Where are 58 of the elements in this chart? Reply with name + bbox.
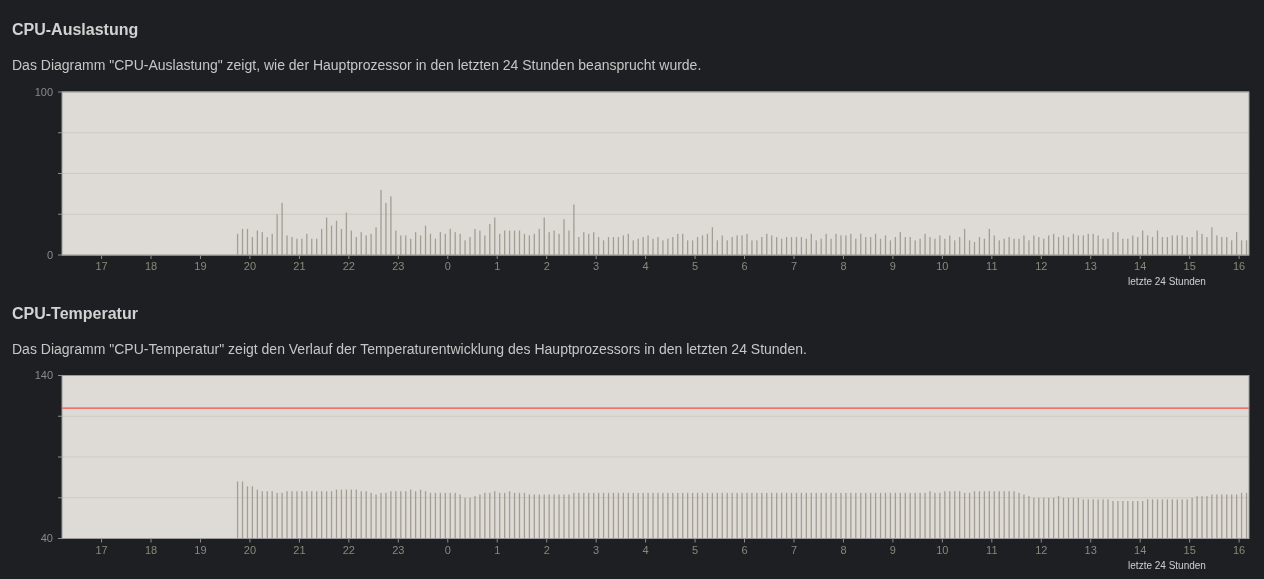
x-tick-label: 15 xyxy=(1183,543,1196,556)
x-tick-label: 11 xyxy=(986,260,998,272)
x-tick-label: 1 xyxy=(494,543,501,556)
x-tick-label: 10 xyxy=(936,260,949,272)
x-tick-label: 0 xyxy=(444,260,451,272)
x-tick-label: 8 xyxy=(840,260,847,272)
x-tick-label: 9 xyxy=(889,543,896,556)
x-tick-label: 14 xyxy=(1134,543,1147,556)
x-tick-label: 17 xyxy=(95,543,108,556)
x-tick-label: 16 xyxy=(1232,260,1246,272)
x-tick-label: 15 xyxy=(1183,260,1196,272)
x-tick-label: 21 xyxy=(293,543,306,556)
x-tick-label: 21 xyxy=(293,260,306,272)
x-tick-label: 19 xyxy=(194,260,207,272)
x-tick-label: 6 xyxy=(741,543,748,556)
x-axis-title: letzte 24 Stunden xyxy=(1128,276,1206,287)
y-tick-label: 100 xyxy=(34,85,53,98)
x-tick-label: 12 xyxy=(1035,543,1048,556)
x-tick-label: 5 xyxy=(692,260,699,272)
chart-title: CPU-Auslastung xyxy=(12,21,139,38)
x-tick-label: 7 xyxy=(790,260,798,272)
x-tick-label: 6 xyxy=(741,260,748,272)
x-tick-label: 13 xyxy=(1084,260,1097,272)
x-tick-label: 4 xyxy=(642,260,649,272)
x-tick-label: 14 xyxy=(1134,260,1147,272)
x-tick-label: 16 xyxy=(1232,543,1246,556)
chart-title: CPU-Temperatur xyxy=(12,304,138,322)
x-tick-label: 8 xyxy=(840,543,847,556)
x-tick-label: 20 xyxy=(243,543,257,556)
x-tick-label: 5 xyxy=(692,543,699,556)
x-tick-label: 17 xyxy=(95,260,108,272)
x-tick-label: 3 xyxy=(593,543,600,556)
y-tick-label: 0 xyxy=(46,248,53,261)
x-tick-label: 3 xyxy=(593,260,600,272)
x-tick-label: 18 xyxy=(144,543,158,556)
x-tick-label: 23 xyxy=(392,543,405,556)
chart-subtitle: Das Diagramm "CPU-Temperatur" zeigt den Verlauf der Temperaturentwicklung des Hauptprozessors in den letzten 24 Stunden. xyxy=(12,340,807,357)
x-tick-label: 1 xyxy=(494,260,501,272)
x-axis-title: letzte 24 Stunden xyxy=(1128,559,1206,571)
x-tick-label: 10 xyxy=(936,543,949,556)
x-tick-label: 23 xyxy=(392,260,405,272)
x-tick-label: 19 xyxy=(194,543,207,556)
x-tick-label: 20 xyxy=(243,260,257,272)
y-tick-label: 140 xyxy=(34,369,53,382)
chart-subtitle: Das Diagramm "CPU-Auslastung" zeigt, wie der Hauptprozessor in den letzten 24 Stunden beansprucht wurde. xyxy=(12,57,702,73)
y-tick-label: 40 xyxy=(40,532,53,545)
x-tick-label: 18 xyxy=(144,260,158,272)
x-tick-label: 9 xyxy=(889,260,896,272)
x-tick-label: 11 xyxy=(986,543,998,556)
x-tick-label: 2 xyxy=(543,260,550,272)
x-tick-label: 4 xyxy=(642,543,649,556)
x-tick-label: 12 xyxy=(1035,260,1048,272)
x-tick-label: 0 xyxy=(444,543,451,556)
x-tick-label: 22 xyxy=(342,543,355,556)
x-tick-label: 22 xyxy=(342,260,355,272)
x-tick-label: 2 xyxy=(543,543,550,556)
x-tick-label: 13 xyxy=(1084,543,1097,556)
x-tick-label: 7 xyxy=(790,543,798,556)
